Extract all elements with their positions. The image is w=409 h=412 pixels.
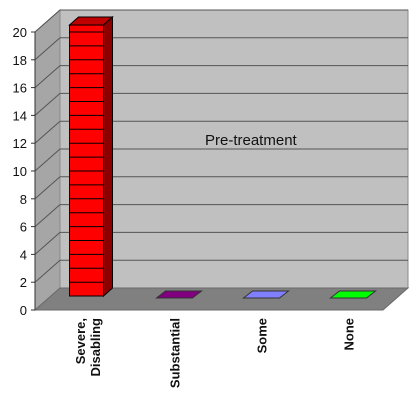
y-tick-label: 2	[20, 275, 27, 290]
x-category-label: None	[342, 318, 357, 351]
y-tick-label: 4	[20, 247, 27, 262]
y-axis	[31, 32, 35, 310]
y-tick-label: 12	[13, 136, 27, 151]
y-tick-label: 16	[13, 81, 27, 96]
chart-annotation: Pre-treatment	[205, 132, 298, 149]
y-tick-label: 6	[20, 220, 27, 235]
y-tick-labels: 0 2 4 6 8 10 12 14 16 18 20	[13, 25, 27, 318]
bar	[70, 17, 113, 296]
y-tick-label: 20	[13, 25, 27, 40]
x-category-label: Substantial	[168, 318, 183, 388]
bar-side	[104, 17, 113, 296]
x-category-labels: Severe, Disabling Substantial Some None	[73, 318, 357, 388]
x-category-label: Disabling	[88, 318, 103, 377]
y-tick-label: 14	[13, 108, 27, 123]
y-tick-label: 0	[20, 303, 27, 318]
x-category-label: Severe,	[73, 318, 88, 364]
y-tick-label: 8	[20, 192, 27, 207]
bar-front	[70, 25, 104, 296]
y-tick-label: 10	[13, 164, 27, 179]
x-category-label: Some	[255, 318, 270, 353]
y-tick-label: 18	[13, 53, 27, 68]
